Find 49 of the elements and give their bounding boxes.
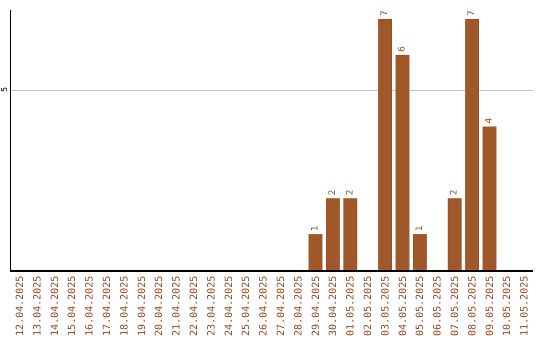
data-label: 2 (328, 190, 338, 196)
data-label: 4 (484, 118, 494, 124)
x-tick-label: 29.04.2025 (310, 276, 322, 336)
x-tick-label: 16.04.2025 (84, 276, 96, 336)
y-tick-label: 5 (0, 86, 9, 92)
x-tick-label: 12.04.2025 (14, 276, 26, 336)
x-tick-label: 09.05.2025 (484, 276, 496, 336)
bar (482, 126, 496, 270)
bar (412, 234, 427, 270)
bar (396, 54, 410, 270)
x-tick-label: 05.05.2025 (415, 276, 426, 336)
x-tick-label: 06.05.2025 (432, 276, 444, 336)
x-tick-label: 10.05.2025 (502, 276, 514, 336)
x-tick-label: 26.04.2025 (258, 276, 270, 336)
data-label: 1 (414, 225, 425, 232)
x-tick-label: 03.05.2025 (380, 276, 392, 336)
bar (378, 18, 392, 270)
x-tick-label: 13.04.2025 (32, 276, 44, 336)
data-label: 2 (450, 190, 460, 196)
x-tick-label: 02.05.2025 (362, 276, 374, 336)
x-tick-label: 23.04.2025 (206, 276, 218, 336)
x-tick-label: 27.04.2025 (276, 276, 287, 336)
data-label: 6 (398, 46, 408, 52)
bar (308, 234, 322, 270)
x-tick-label: 17.04.2025 (102, 276, 113, 336)
x-tick-label: 08.05.2025 (467, 276, 478, 336)
x-tick-label: 11.05.2025 (520, 276, 531, 336)
data-label: 2 (345, 190, 356, 196)
bar (448, 198, 462, 270)
bar (465, 18, 480, 270)
x-tick-label: 15.04.2025 (67, 276, 78, 336)
x-tick-label: 19.04.2025 (136, 276, 148, 336)
x-tick-label: 18.04.2025 (119, 276, 130, 336)
data-label: 7 (467, 10, 478, 16)
x-tick-label: 01.05.2025 (346, 276, 357, 336)
x-tick-label: 24.04.2025 (224, 276, 235, 336)
x-tick-label: 28.04.2025 (293, 276, 304, 336)
x-tick-label: 25.04.2025 (241, 276, 252, 336)
x-tick-label: 30.04.2025 (328, 276, 340, 336)
x-tick-label: 21.04.2025 (172, 276, 183, 336)
x-tick-label: 04.05.2025 (398, 276, 409, 336)
data-label: 7 (380, 10, 390, 16)
data-label: 1 (310, 225, 320, 232)
x-tick-label: 14.04.2025 (50, 276, 61, 336)
bar (343, 198, 358, 270)
x-tick-label: 20.04.2025 (154, 276, 166, 336)
x-tick-label: 07.05.2025 (450, 276, 461, 336)
x-tick-label: 22.04.2025 (188, 276, 200, 336)
bar (326, 198, 340, 270)
